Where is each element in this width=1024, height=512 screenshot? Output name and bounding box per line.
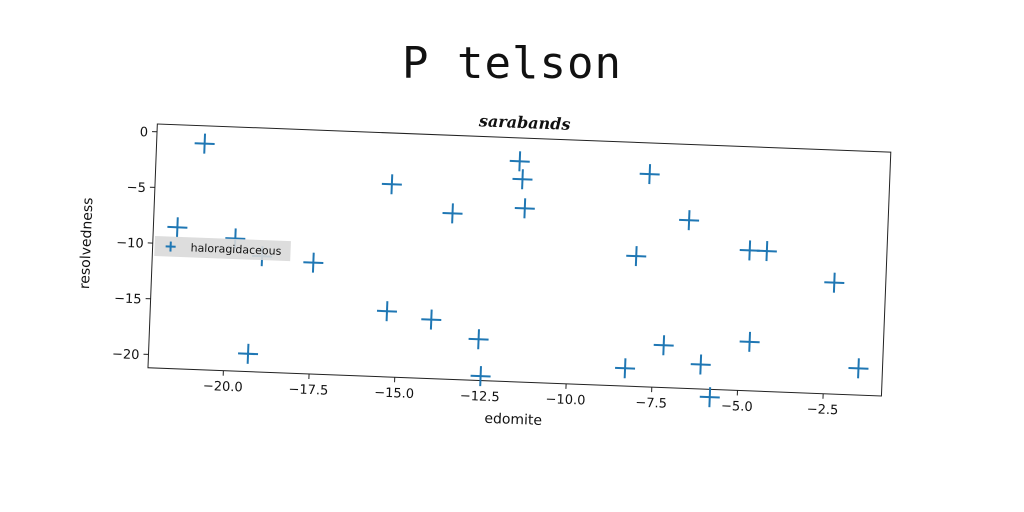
- data-point: [470, 366, 491, 387]
- data-point: [303, 252, 324, 273]
- x-tick-label: −2.5: [806, 402, 838, 418]
- x-tick-label: −7.5: [635, 396, 667, 412]
- data-point: [194, 133, 215, 154]
- x-tick-label: −17.5: [288, 382, 328, 399]
- data-point: [376, 301, 398, 322]
- x-axis-label: edomite: [484, 411, 542, 429]
- data-point: [679, 210, 700, 231]
- x-tick-label: −20.0: [203, 379, 243, 396]
- legend-label: haloragidaceous: [190, 241, 281, 257]
- page-title: P telson: [402, 38, 622, 89]
- data-point: [442, 203, 463, 224]
- x-axis-ticks: −20.0 −17.5 −15.0 −12.5 −10.0 −7.5 −5.0 −2.5: [203, 370, 839, 418]
- data-point: [639, 164, 660, 185]
- x-tick-label: −10.0: [545, 392, 585, 409]
- data-point: [626, 246, 647, 267]
- data-point: [848, 358, 869, 379]
- chart-area: sarabands −20.0 −17.5 −15.0 −12.5 −10.0 −7.5−…: [77, 111, 892, 429]
- x-tick-label: −5.0: [721, 399, 753, 415]
- y-tick-label: −5: [126, 180, 146, 196]
- data-point: [514, 198, 535, 219]
- data-point: [381, 174, 402, 195]
- data-point: [509, 151, 530, 172]
- legend-marker: [165, 241, 176, 252]
- chart-title: sarabands: [478, 111, 571, 134]
- y-axis-ticks: 0 −5 −10 −15 −20: [112, 125, 158, 363]
- data-point: [824, 272, 845, 293]
- y-tick-label: −15: [114, 291, 142, 307]
- data-point: [421, 309, 442, 330]
- data-point: [653, 335, 674, 356]
- data-point: [468, 329, 489, 350]
- data-markers: [167, 133, 869, 408]
- data-point: [615, 358, 636, 379]
- y-tick-label: −20: [112, 347, 140, 363]
- data-point: [238, 343, 259, 364]
- data-point: [739, 240, 760, 261]
- legend-box: [154, 235, 291, 262]
- x-tick-label: −15.0: [374, 385, 414, 402]
- y-axis-label: resolvedness: [77, 197, 97, 289]
- legend-plus-icon: [165, 241, 176, 252]
- data-point: [512, 169, 533, 190]
- plot-frame: [147, 123, 892, 397]
- x-tick-label: −12.5: [460, 389, 500, 406]
- data-point: [756, 241, 777, 262]
- data-point: [690, 354, 711, 375]
- data-point: [699, 387, 720, 408]
- legend: haloragidaceous: [154, 235, 291, 262]
- y-tick-label: 0: [139, 125, 148, 140]
- y-tick-label: −10: [116, 236, 144, 252]
- data-point: [739, 331, 760, 352]
- data-point: [167, 217, 188, 238]
